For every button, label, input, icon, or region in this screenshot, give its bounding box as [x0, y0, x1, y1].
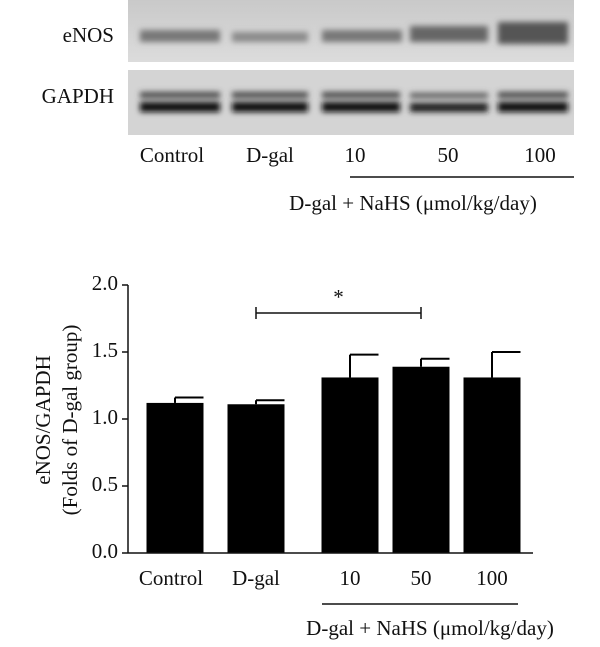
- y-axis-label: eNOS/GAPDH: [31, 355, 55, 485]
- bar: [146, 402, 204, 553]
- significance-marker: *: [333, 285, 344, 309]
- blot-lane-label: D-gal: [246, 143, 294, 167]
- y-axis-label: (Folds of D-gal group): [58, 325, 82, 516]
- blot-lane-label: 10: [345, 143, 366, 167]
- blot-lane-label: 100: [524, 143, 556, 167]
- blot: eNOS GAPDH Control D-gal 10 50 100 D-gal…: [42, 0, 574, 215]
- y-tick-label: 2.0: [92, 271, 118, 295]
- blot-lane-label: Control: [140, 143, 204, 167]
- bar: [321, 377, 379, 553]
- bar: [227, 404, 285, 553]
- blot-row-label: eNOS: [63, 23, 114, 47]
- blot-row-label: GAPDH: [42, 84, 114, 108]
- bands: [140, 22, 568, 112]
- x-tick-label: D-gal: [232, 566, 280, 590]
- y-tick-label: 1.5: [92, 338, 118, 362]
- x-tick-label: Control: [139, 566, 203, 590]
- x-tick-label: 10: [340, 566, 361, 590]
- x-tick-label: 100: [476, 566, 508, 590]
- x-tick-label: 50: [411, 566, 432, 590]
- y-tick-label: 0.0: [92, 539, 118, 563]
- bar: [463, 377, 521, 553]
- y-tick-label: 1.0: [92, 405, 118, 429]
- blot-group-label: D-gal + NaHS (μmol/kg/day): [289, 191, 537, 215]
- bar: [392, 366, 450, 553]
- blot-lane-label: 50: [438, 143, 459, 167]
- y-tick-label: 0.5: [92, 472, 118, 496]
- x-group-label: D-gal + NaHS (μmol/kg/day): [306, 616, 554, 640]
